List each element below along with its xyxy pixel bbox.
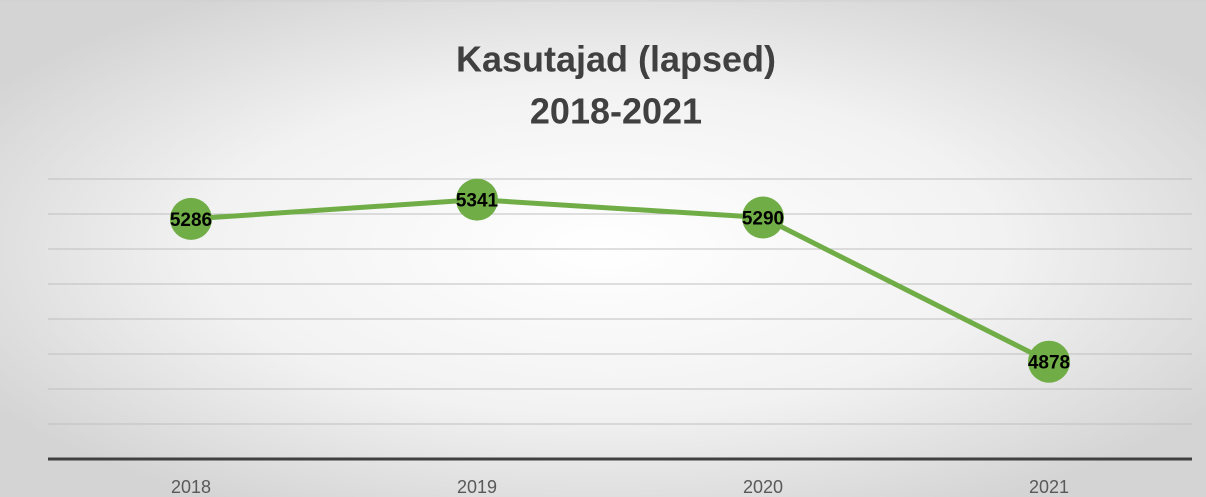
chart-title: 2018-2021 (530, 91, 702, 132)
x-tick-label: 2020 (743, 477, 783, 497)
data-point (456, 178, 498, 221)
chart-title: Kasutajad (lapsed) (456, 39, 776, 80)
data-point (1028, 340, 1070, 383)
data-label: 5341 (456, 191, 499, 212)
data-label: 4878 (1028, 353, 1070, 374)
data-point (170, 197, 212, 240)
data-label: 5290 (742, 209, 784, 230)
x-tick-label: 2018 (171, 477, 211, 497)
x-tick-label: 2019 (457, 477, 497, 497)
data-label: 5286 (170, 210, 212, 231)
data-line (190, 197, 1051, 364)
data-point (742, 196, 784, 239)
x-tick-label: 2021 (1029, 477, 1069, 497)
